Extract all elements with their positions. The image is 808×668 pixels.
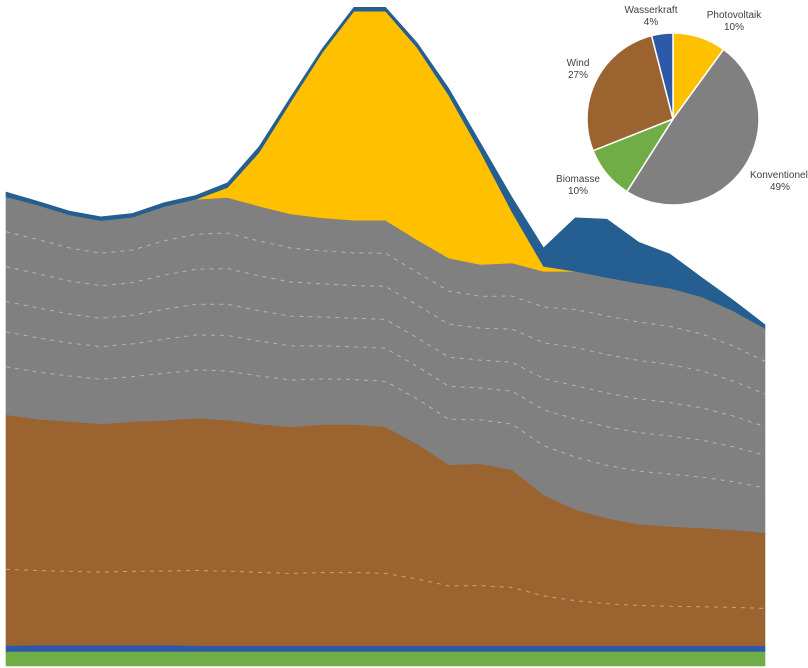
area-divider-konventionell-4: [5, 231, 766, 362]
pie-label-wind: Wind: [567, 58, 590, 69]
pie-chart: Photovoltaik10%Konventionell49%Biomasse1…: [556, 5, 808, 206]
pie-slice-wind: [586, 34, 674, 152]
pie-percent-konventionell: 49%: [770, 182, 790, 193]
pie-label-wasserkraft: Wasserkraft: [625, 5, 678, 16]
area-divider-konventionell-1: [5, 331, 766, 456]
pie-slice-konventionell: [625, 48, 760, 206]
pie-slice-wasserkraft: [650, 32, 674, 120]
pie-label-photovoltaik: Photovoltaik: [707, 10, 762, 21]
pie-percent-wasserkraft: 4%: [644, 17, 659, 28]
area-divider-konventionell-3: [5, 266, 766, 395]
pie-label-konventionell: Konventionell: [750, 170, 808, 181]
pie-percent-biomasse: 10%: [568, 186, 588, 197]
pie-percent-photovoltaik: 10%: [724, 22, 744, 33]
area-divider-konventionell-2: [5, 300, 766, 428]
pie-label-biomasse: Biomasse: [556, 174, 600, 185]
area-divider-konventionell-0: [5, 366, 766, 489]
area-divider-wind-0: [5, 568, 766, 609]
pie-percent-wind: 27%: [568, 70, 588, 81]
stacked-area-chart: [5, 7, 766, 667]
area-series-sonstige: [5, 7, 766, 330]
area-series-biomasse: [5, 651, 766, 667]
area-series-wasserkraft: [5, 644, 766, 652]
